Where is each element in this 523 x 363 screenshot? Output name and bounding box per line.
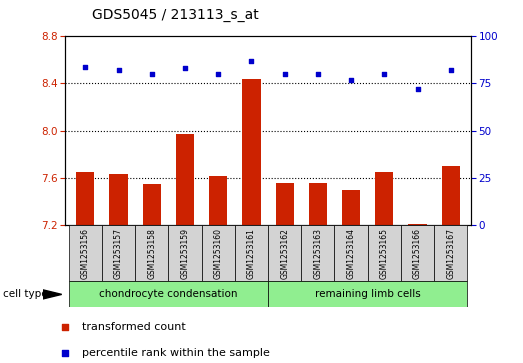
Bar <box>76 172 95 225</box>
Bar <box>69 225 102 281</box>
Point <box>447 68 455 73</box>
Bar <box>309 183 327 225</box>
Bar <box>342 189 360 225</box>
Bar <box>109 174 128 225</box>
Point <box>115 68 123 73</box>
Bar <box>268 281 468 307</box>
Bar <box>301 225 335 281</box>
Text: cell type: cell type <box>3 289 47 299</box>
Bar <box>276 183 294 225</box>
Text: GSM1253161: GSM1253161 <box>247 228 256 279</box>
Point <box>314 71 322 77</box>
Bar <box>201 225 235 281</box>
Bar <box>401 225 434 281</box>
Bar <box>69 281 268 307</box>
Text: GSM1253160: GSM1253160 <box>214 228 223 279</box>
Point <box>181 65 189 71</box>
Polygon shape <box>43 290 62 299</box>
Text: GSM1253165: GSM1253165 <box>380 228 389 279</box>
Text: chondrocyte condensation: chondrocyte condensation <box>99 289 237 299</box>
Bar <box>335 225 368 281</box>
Text: remaining limb cells: remaining limb cells <box>315 289 420 299</box>
Text: GSM1253167: GSM1253167 <box>446 228 455 279</box>
Bar <box>408 224 427 225</box>
Bar <box>434 225 468 281</box>
Bar <box>235 225 268 281</box>
Text: GDS5045 / 213113_s_at: GDS5045 / 213113_s_at <box>92 8 258 22</box>
Text: GSM1253162: GSM1253162 <box>280 228 289 279</box>
Text: percentile rank within the sample: percentile rank within the sample <box>82 348 270 358</box>
Point <box>247 58 256 64</box>
Bar <box>242 79 260 225</box>
Bar <box>135 225 168 281</box>
Text: GSM1253159: GSM1253159 <box>180 228 189 279</box>
Text: transformed count: transformed count <box>82 322 186 333</box>
Point <box>61 350 70 356</box>
Text: GSM1253163: GSM1253163 <box>313 228 322 279</box>
Text: GSM1253157: GSM1253157 <box>114 228 123 279</box>
Text: GSM1253164: GSM1253164 <box>347 228 356 279</box>
Bar <box>176 134 194 225</box>
Bar <box>168 225 201 281</box>
Bar <box>102 225 135 281</box>
Bar <box>375 172 393 225</box>
Bar <box>209 175 228 225</box>
Point <box>214 71 222 77</box>
Point <box>413 86 422 92</box>
Text: GSM1253156: GSM1253156 <box>81 228 90 279</box>
Point <box>280 71 289 77</box>
Bar <box>441 166 460 225</box>
Bar <box>268 225 301 281</box>
Point <box>347 77 355 83</box>
Text: GSM1253158: GSM1253158 <box>147 228 156 279</box>
Bar <box>143 184 161 225</box>
Point <box>147 71 156 77</box>
Bar <box>368 225 401 281</box>
Point <box>81 64 89 69</box>
Point <box>61 325 70 330</box>
Text: GSM1253166: GSM1253166 <box>413 228 422 279</box>
Point <box>380 71 389 77</box>
